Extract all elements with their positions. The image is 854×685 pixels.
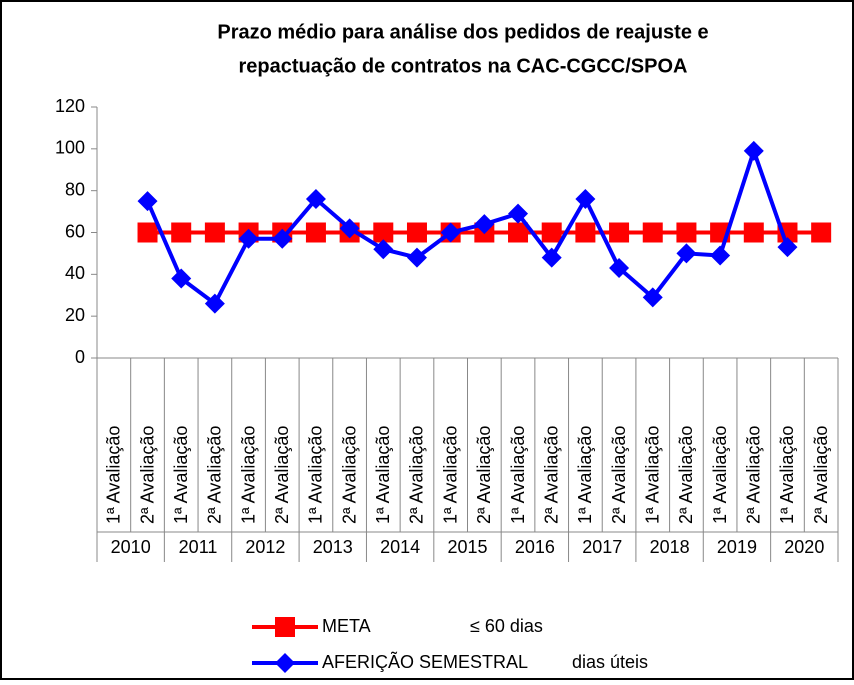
x-tick-label: 1ª Avaliação: [643, 426, 663, 524]
x-tick-label: 2ª Avaliação: [744, 426, 764, 524]
year-label: 2011: [179, 537, 218, 557]
y-tick-label: 60: [65, 221, 85, 241]
marker: [373, 239, 394, 260]
marker: [508, 203, 529, 224]
marker: [204, 222, 225, 243]
x-tick-label: 1ª Avaliação: [777, 426, 797, 524]
marker: [676, 222, 697, 243]
marker: [137, 222, 158, 243]
x-tick-label: 1ª Avaliação: [508, 426, 528, 524]
x-tick-label: 1ª Avaliação: [171, 426, 191, 524]
x-tick-label: 1ª Avaliação: [306, 426, 326, 524]
y-tick-label: 120: [55, 96, 85, 116]
x-tick-label: 2ª Avaliação: [205, 426, 225, 524]
marker: [339, 218, 360, 239]
marker: [676, 243, 697, 264]
chart-title: repactuação de contratos na CAC-CGCC/SPO…: [239, 55, 688, 77]
x-tick-label: 2ª Avaliação: [811, 426, 831, 524]
marker: [642, 287, 663, 308]
legend-label: META: [322, 616, 371, 636]
x-tick-label: 2ª Avaliação: [137, 426, 157, 524]
marker: [541, 247, 562, 268]
marker: [171, 268, 192, 289]
marker: [474, 214, 495, 235]
marker: [743, 222, 764, 243]
x-tick-label: 2ª Avaliação: [407, 426, 427, 524]
year-label: 2019: [717, 537, 757, 557]
marker: [305, 189, 326, 210]
x-tick-label: 1ª Avaliação: [104, 426, 124, 524]
x-tick-label: 2ª Avaliação: [676, 426, 696, 524]
y-tick-label: 100: [55, 138, 85, 158]
legend-note: dias úteis: [572, 652, 648, 672]
x-tick-label: 1ª Avaliação: [238, 426, 258, 524]
marker: [238, 228, 259, 249]
marker: [171, 222, 192, 243]
marker: [305, 222, 326, 243]
marker: [508, 222, 529, 243]
year-label: 2012: [245, 537, 285, 557]
marker: [406, 222, 427, 243]
marker: [137, 191, 158, 212]
x-tick-label: 1ª Avaliação: [373, 426, 393, 524]
marker: [275, 653, 295, 673]
year-label: 2020: [784, 537, 824, 557]
year-label: 2013: [313, 537, 353, 557]
marker: [541, 222, 562, 243]
year-label: 2016: [515, 537, 555, 557]
x-tick-label: 1ª Avaliação: [575, 426, 595, 524]
marker: [777, 237, 798, 258]
marker: [272, 228, 293, 249]
y-tick-label: 20: [65, 305, 85, 325]
marker: [609, 222, 630, 243]
year-label: 2010: [111, 537, 151, 557]
marker: [204, 293, 225, 314]
x-tick-label: 2ª Avaliação: [609, 426, 629, 524]
x-tick-label: 2ª Avaliação: [272, 426, 292, 524]
marker: [440, 222, 461, 243]
marker: [609, 258, 630, 279]
y-tick-label: 0: [75, 347, 85, 367]
y-tick-label: 80: [65, 179, 85, 199]
y-tick-label: 40: [65, 263, 85, 283]
marker: [373, 222, 394, 243]
marker: [575, 189, 596, 210]
marker: [811, 222, 832, 243]
marker: [642, 222, 663, 243]
legend-label: AFERIÇÃO SEMESTRAL: [322, 651, 528, 672]
marker: [275, 617, 295, 637]
x-tick-label: 1ª Avaliação: [710, 426, 730, 524]
x-tick-label: 2ª Avaliação: [339, 426, 359, 524]
marker: [575, 222, 596, 243]
marker: [406, 247, 427, 268]
x-tick-label: 2ª Avaliação: [541, 426, 561, 524]
year-label: 2015: [447, 537, 487, 557]
x-tick-label: 1ª Avaliação: [440, 426, 460, 524]
marker: [710, 245, 731, 266]
year-label: 2017: [582, 537, 622, 557]
x-tick-label: 2ª Avaliação: [474, 426, 494, 524]
year-label: 2014: [380, 537, 420, 557]
year-label: 2018: [650, 537, 690, 557]
marker: [743, 140, 764, 161]
legend-note: ≤ 60 dias: [470, 616, 543, 636]
chart-title: Prazo médio para análise dos pedidos de …: [217, 21, 708, 43]
